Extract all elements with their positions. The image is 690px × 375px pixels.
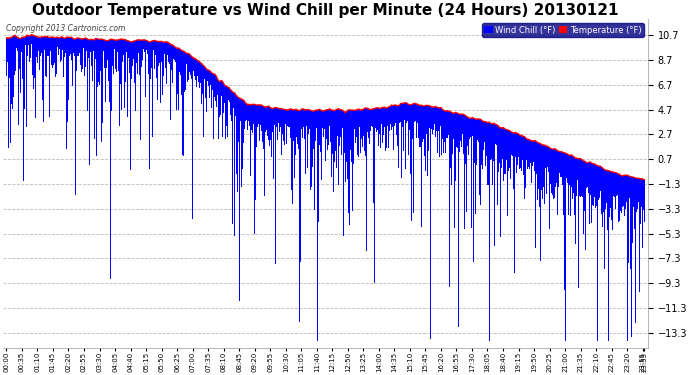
Title: Outdoor Temperature vs Wind Chill per Minute (24 Hours) 20130121: Outdoor Temperature vs Wind Chill per Mi… <box>32 3 619 18</box>
Text: Copyright 2013 Cartronics.com: Copyright 2013 Cartronics.com <box>6 24 126 33</box>
Legend: Wind Chill (°F), Temperature (°F): Wind Chill (°F), Temperature (°F) <box>482 23 644 37</box>
